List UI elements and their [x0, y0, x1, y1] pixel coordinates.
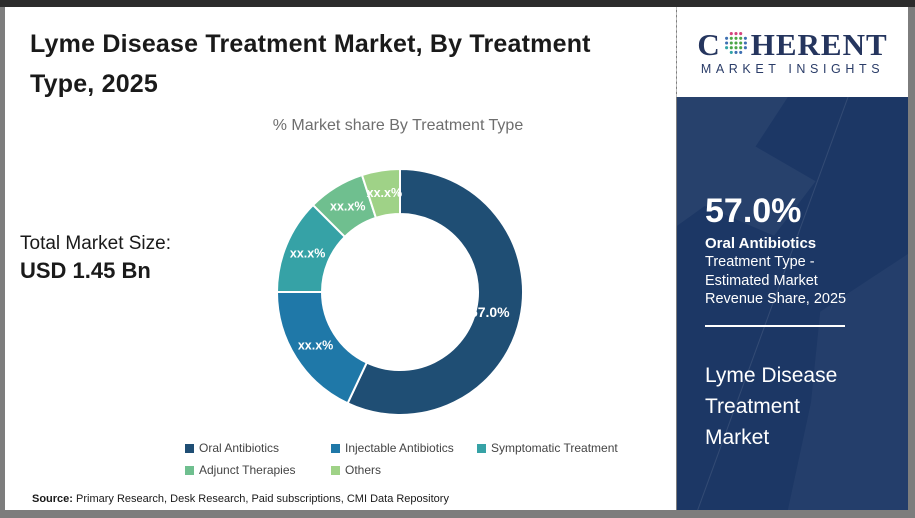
legend-item-oral-antibiotics: Oral Antibiotics	[185, 440, 331, 460]
legend-swatch-icon	[185, 444, 194, 453]
legend-item-symptomatic-treatment: Symptomatic Treatment	[477, 440, 623, 460]
page-title-line-2: Type, 2025	[30, 70, 159, 98]
chart-title: % Market share By Treatment Type	[272, 117, 524, 134]
legend-swatch-icon	[331, 466, 340, 475]
page-title: Lyme Disease Treatment Market, By Treatm…	[30, 24, 660, 104]
logo-tagline: MARKET INSIGHTS	[700, 61, 885, 76]
brand-logo: C HERENT MARKET INSIGHTS	[677, 7, 908, 97]
market-name-line: Treatment	[705, 394, 800, 418]
donut-slice-label: xx.x%	[330, 200, 365, 214]
donut-slice-oral-antibiotics	[346, 167, 524, 416]
legend-label: Injectable Antibiotics	[345, 441, 454, 455]
logo-wordmark: C HERENT	[697, 29, 887, 60]
key-stat-desc-line: Treatment Type -	[705, 254, 815, 270]
total-market-size-label: Total Market Size:	[20, 233, 171, 254]
page-title-line-1: Lyme Disease Treatment Market, By Treatm…	[30, 30, 591, 58]
sidebar-content: 57.0% Oral Antibiotics Treatment Type - …	[677, 97, 908, 453]
legend-label: Symptomatic Treatment	[491, 441, 618, 455]
main-panel: Lyme Disease Treatment Market, By Treatm…	[5, 7, 676, 510]
donut-chart: 57.0%xx.x%xx.x%xx.x%xx.x%	[275, 167, 524, 416]
legend-label: Others	[345, 463, 382, 477]
key-stat-value: 57.0%	[705, 192, 802, 230]
logo-word-suffix: HERENT	[750, 26, 888, 62]
legend-item-adjunct-therapies: Adjunct Therapies	[185, 462, 331, 482]
market-name-line: Lyme Disease	[705, 363, 838, 387]
chart-legend: Oral Antibiotics Injectable Antibiotics …	[185, 440, 637, 484]
source-text: Primary Research, Desk Research, Paid su…	[76, 493, 449, 505]
donut-slice-label: xx.x%	[290, 247, 325, 261]
legend-item-others: Others	[331, 462, 477, 482]
key-stat-desc-line: Revenue Share, 2025	[705, 291, 847, 307]
market-name-line: Market	[705, 425, 770, 449]
legend-item-injectable-antibiotics: Injectable Antibiotics	[331, 440, 477, 460]
donut-slice-label: xx.x%	[298, 339, 333, 353]
source-label: Source:	[32, 493, 73, 505]
donut-slice-label: xx.x%	[367, 186, 402, 200]
legend-label: Adjunct Therapies	[199, 463, 296, 477]
top-border-bar	[0, 0, 915, 7]
dotted-globe-icon	[724, 32, 747, 54]
total-market-size-block: Total Market Size: USD 1.45 Bn	[20, 231, 171, 285]
donut-slice-label: 57.0%	[470, 304, 510, 320]
legend-label: Oral Antibiotics	[199, 441, 280, 455]
logo-word-prefix: C	[697, 26, 721, 62]
total-market-size-value: USD 1.45 Bn	[20, 258, 151, 283]
key-stat-desc-line: Estimated Market	[705, 272, 818, 289]
source-line: Source: Primary Research, Desk Research,…	[32, 493, 449, 505]
legend-swatch-icon	[185, 466, 194, 475]
vertical-dashed-divider	[676, 7, 677, 97]
key-stat-label: Oral Antibiotics	[705, 235, 817, 252]
donut-slice-others	[360, 167, 401, 220]
sidebar-divider-rule	[705, 324, 845, 327]
sidebar-panel: 57.0% Oral Antibiotics Treatment Type - …	[677, 97, 908, 510]
market-name: Lyme Disease Treatment Market	[705, 360, 888, 453]
legend-swatch-icon	[331, 444, 340, 453]
legend-swatch-icon	[477, 444, 486, 453]
